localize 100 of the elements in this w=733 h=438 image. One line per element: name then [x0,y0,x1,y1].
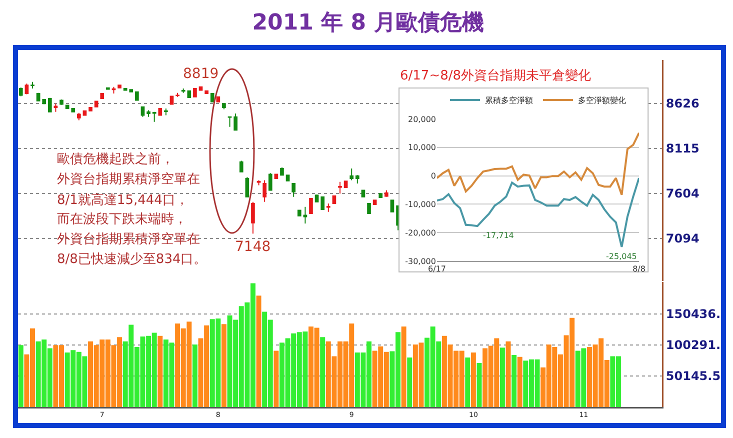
candlestick [378,192,383,198]
candlestick [234,113,238,131]
y-tick-label: -30,000 [405,256,436,266]
y-tick-label: 10,000 [408,143,436,152]
candlestick [36,92,40,102]
legend-label: 累積多空淨額 [485,96,533,106]
candlestick [112,86,116,94]
annotation: 7148 [235,239,271,255]
y-tick-label: 20,000 [408,114,436,124]
candlestick [239,160,244,173]
candlestick [146,110,150,118]
candlestick [222,102,226,110]
candlestick [390,199,394,212]
candlestick [372,199,377,206]
bar [274,350,279,407]
data-label: -25,045 [606,252,637,261]
bar [256,296,262,407]
y-tick-label: 0 [430,172,436,181]
candlestick [361,189,366,198]
candlestick [18,87,23,97]
x-tick-label: 6/17 [428,264,446,274]
data-label: -17,714 [483,231,514,240]
y-tick-label: 8626 [666,96,700,111]
chart-title: 2011 年 8 月歐債危機 [252,10,484,36]
bar [500,348,505,407]
bar [465,358,470,407]
candlestick [152,111,156,122]
candlestick [216,96,220,103]
candlestick [326,203,330,212]
candlestick [286,174,290,182]
candlestick [158,108,162,116]
candlestick [384,190,388,198]
y-tick-label: 7094 [666,232,700,246]
candlestick [245,176,250,198]
candlestick [268,172,272,191]
candlestick [338,181,342,194]
candlestick [292,182,296,198]
candlestick [350,168,354,181]
candlestick [210,92,214,103]
bar [401,326,406,407]
candlestick [48,97,52,113]
annotation: 歐債危機起跌之前， [57,152,174,167]
candlestick [24,83,29,95]
candlestick [176,92,180,98]
bar [221,324,226,407]
bar [18,345,24,407]
y-tick-label: 50145.5 [666,369,721,384]
bar [512,355,517,407]
chart-title: 6/17~8/8外資台指期未平倉變化 [400,68,592,84]
candlestick [60,99,64,106]
candlestick [303,206,308,224]
y-tick-label: -20,000 [405,228,436,238]
candlestick [42,98,46,105]
line-series [437,132,639,196]
x-tick-label: 8/8 [632,264,646,274]
annotation: 8/1就高達15,444口， [57,192,188,208]
bar [407,358,412,407]
candlestick [320,196,325,210]
candlestick [77,112,81,121]
candlestick [30,81,34,90]
candlestick [355,174,360,184]
candlestick [88,106,92,112]
bar [158,336,163,407]
candlestick [344,180,348,188]
candlestick [297,209,302,216]
y-tick-label: 8115 [666,142,700,156]
candlestick [309,198,313,214]
candlestick [193,88,197,98]
legend-label: 多空淨額變化 [578,96,626,106]
candlestick [164,108,168,116]
candlestick [274,173,278,180]
candlestick [228,116,232,128]
y-tick-label: -10,000 [405,200,436,209]
bar [320,337,326,407]
candlestick [71,108,76,113]
bar [517,356,522,407]
candlestick [204,90,208,94]
candlestick [118,84,122,89]
annotation: 8819 [183,66,219,82]
annotation: 8/8已快速減少至834口。 [57,252,207,267]
bar [192,344,198,407]
candlestick [314,194,319,202]
candlestick [100,92,104,100]
candlestick [256,180,261,186]
y-tick-label: 150436. [666,307,721,322]
candlestick [135,91,139,102]
y-tick-label: 7604 [666,186,700,201]
bar [470,352,476,407]
candlestick [94,100,98,108]
candlestick [367,202,371,214]
annotation: 外資台指期累積淨空單在 [57,232,200,247]
annotation: 外資台指期累積淨空單在 [57,172,200,187]
candlestick [54,103,58,112]
bar [476,363,482,407]
bar [506,341,511,407]
candlestick [262,180,266,202]
y-tick-label: 100291. [666,338,721,352]
candlestick [251,201,255,234]
annotation: 而在波段下跌末端時， [57,212,187,227]
line-series [437,177,639,248]
